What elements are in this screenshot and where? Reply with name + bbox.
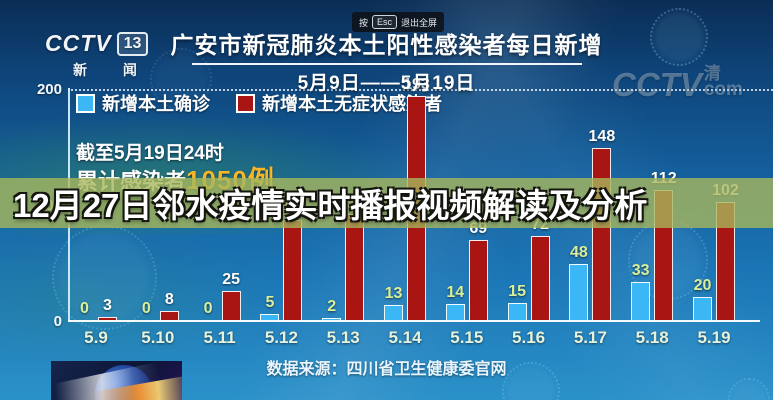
bar-asymptomatic-5.16: [530, 236, 550, 320]
news-globe-thumbnail: [51, 361, 182, 400]
legend-label-asymptomatic: 新增本土无症状感染者: [262, 94, 442, 114]
x-tick-5.18: 5.18: [635, 328, 669, 347]
chart-header: 广安市新冠肺炎本土阳性感染者每日新增 5月9日——5月19日: [0, 0, 773, 95]
value-label-confirmed-5.19: 20: [693, 276, 712, 294]
bar-asymptomatic-5.12: [283, 220, 303, 320]
esc-keycap: Esc: [372, 15, 398, 29]
virus-decoration-icon: [728, 378, 770, 400]
x-tick-5.17: 5.17: [573, 328, 607, 347]
bar-confirmed-5.15: [445, 303, 465, 320]
watermark-brand: CCTV: [612, 66, 702, 103]
value-label-confirmed-5.17: 48: [569, 244, 588, 262]
bar-confirmed-5.12: [260, 314, 280, 320]
cctv-13-logo: CCTV 13 新 闻: [45, 30, 153, 80]
value-label-asymptomatic-5.11: 25: [222, 271, 240, 288]
legend-swatch-confirmed: [76, 93, 95, 113]
value-label-confirmed-5.13: 2: [327, 297, 337, 315]
fullscreen-exit-hint: 按 Esc 退出全屏: [352, 12, 445, 32]
virus-decoration-icon: [150, 48, 212, 110]
bar-asymptomatic-5.15: [468, 239, 488, 320]
data-source-text: 数据来源：四川省卫生健康委官网: [266, 361, 507, 378]
x-tick-5.16: 5.16: [512, 328, 546, 347]
value-label-asymptomatic-5.17: 148: [588, 128, 616, 146]
x-tick-5.19: 5.19: [697, 328, 731, 347]
watermark-domain: com: [703, 79, 743, 100]
bar-confirmed-5.13: [322, 317, 342, 320]
bar-confirmed-5.18: [631, 281, 651, 320]
legend-label-confirmed: 新增本土确诊: [102, 94, 210, 114]
watermark-hd: 清: [703, 64, 721, 83]
hint-prefix: 按: [359, 17, 369, 28]
x-tick-5.10: 5.10: [141, 328, 175, 347]
bar-asymptomatic-5.11: [221, 291, 241, 320]
y-tick-0: 0: [53, 313, 62, 330]
bar-asymptomatic-5.9: [98, 316, 117, 320]
x-axis-line: [68, 320, 760, 322]
cctv-logo-text: CCTV: [45, 30, 112, 56]
value-label-confirmed-5.11: 0: [203, 300, 213, 317]
cctv-com-watermark: CCTV 清 com: [612, 64, 743, 103]
x-tick-5.9: 5.9: [84, 328, 108, 347]
legend-item-confirmed: 新增本土确诊: [76, 90, 210, 116]
value-label-confirmed-5.14: 13: [384, 284, 403, 302]
value-label-confirmed-5.12: 5: [265, 294, 275, 312]
bar-asymptomatic-5.13: [345, 214, 365, 320]
value-label-asymptomatic-5.10: 8: [164, 290, 174, 308]
bar-confirmed-5.14: [384, 304, 403, 320]
bar-confirmed-5.19: [693, 296, 712, 320]
x-tick-5.15: 5.15: [450, 328, 484, 347]
x-tick-5.14: 5.14: [388, 328, 422, 347]
cctv-channel-number: 13: [116, 31, 149, 56]
x-tick-5.11: 5.11: [203, 328, 236, 347]
value-label-confirmed-5.9: 0: [80, 300, 89, 317]
bar-confirmed-5.17: [569, 264, 589, 320]
bar-asymptomatic-5.10: [159, 310, 179, 320]
y-tick-200: 200: [36, 81, 62, 98]
legend-item-asymptomatic: 新增本土无症状感染者: [236, 90, 442, 116]
chart-date-range: 5月9日——5月19日: [297, 73, 476, 94]
legend-swatch-asymptomatic: [236, 93, 255, 113]
value-label-asymptomatic-5.9: 3: [103, 296, 112, 314]
virus-decoration-icon: [650, 8, 708, 66]
bar-confirmed-5.16: [507, 302, 527, 320]
x-tick-5.13: 5.13: [326, 328, 360, 347]
stat-as-of: 截至5月19日24时: [76, 143, 224, 164]
value-label-confirmed-5.18: 33: [631, 261, 650, 279]
title-underline: [191, 63, 582, 65]
hint-suffix: 退出全屏: [401, 17, 438, 28]
cctv-logo-caption: 新 闻: [73, 62, 153, 78]
chart-legend: 新增本土确诊 新增本土无症状感染者: [76, 90, 442, 116]
value-label-confirmed-5.15: 14: [446, 283, 465, 301]
overlay-banner: 12月27日邻水疫情实时播报视频解读及分析: [0, 178, 773, 228]
value-label-confirmed-5.10: 0: [141, 300, 151, 317]
overlay-banner-text: 12月27日邻水疫情实时播报视频解读及分析: [13, 187, 648, 224]
value-label-confirmed-5.16: 15: [508, 282, 526, 300]
bar-asymptomatic-5.17: [592, 148, 612, 320]
x-tick-5.12: 5.12: [264, 328, 298, 347]
gridline-200: [68, 89, 773, 91]
value-label-asymptomatic-5.14: 193: [403, 76, 430, 94]
chart-title: 广安市新冠肺炎本土阳性感染者每日新增: [170, 32, 603, 58]
